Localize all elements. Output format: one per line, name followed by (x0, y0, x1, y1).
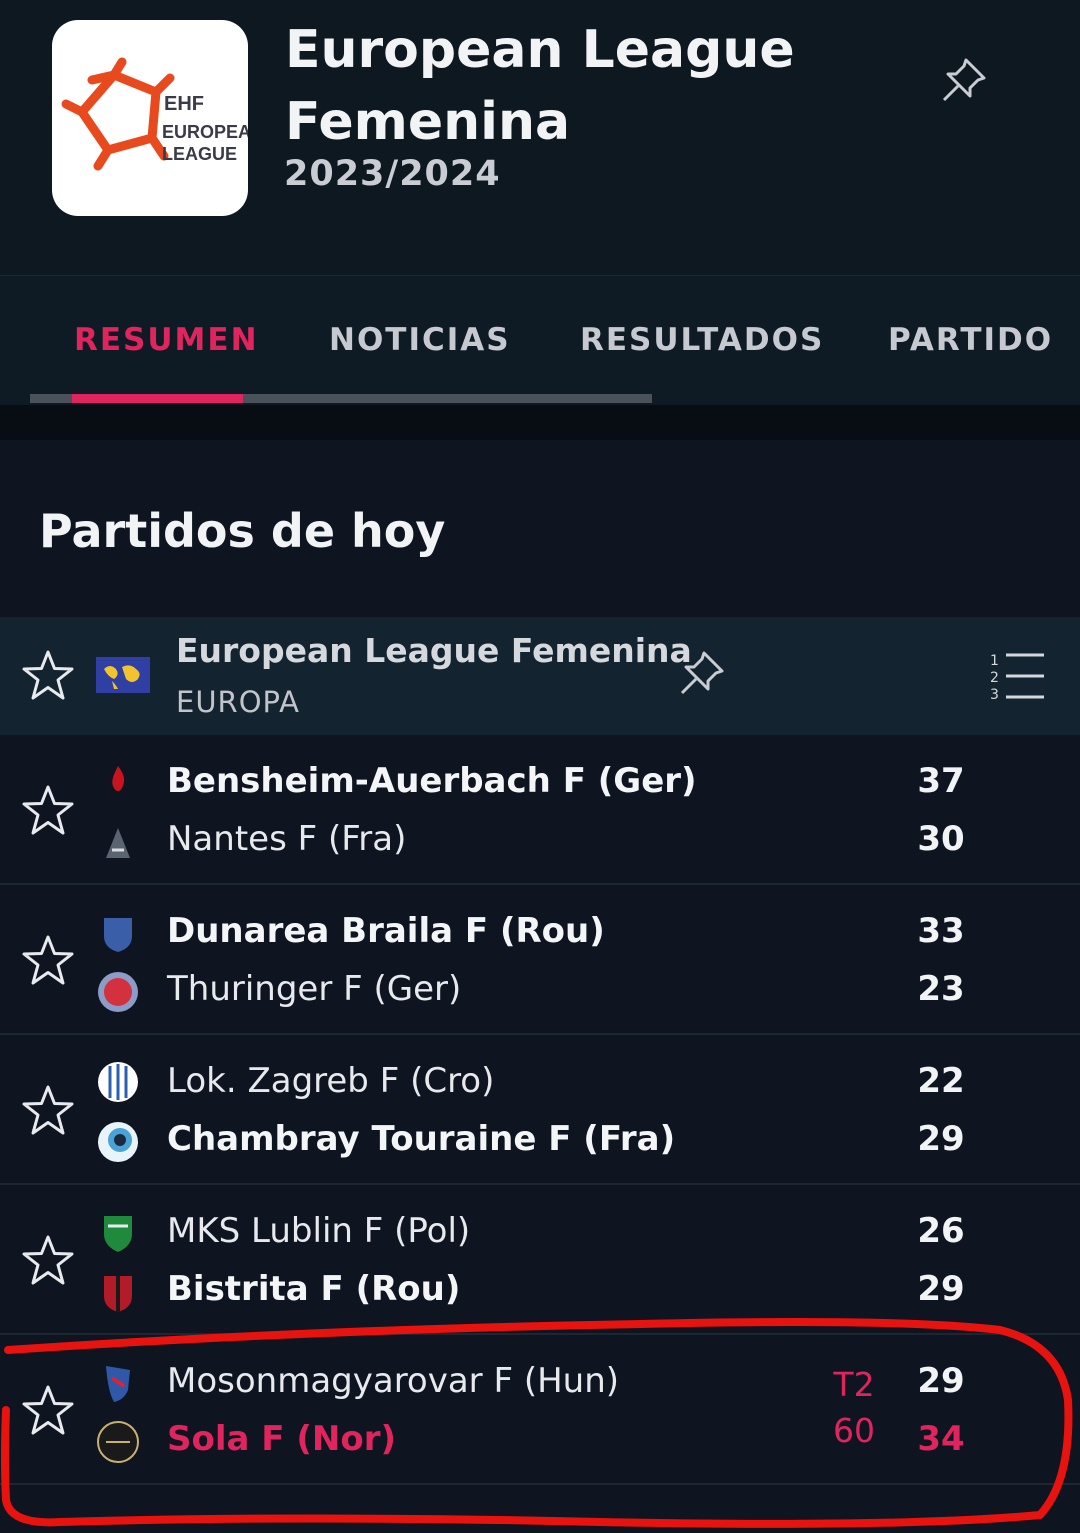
league-region: EUROPA (176, 685, 300, 719)
svg-text:LEAGUE: LEAGUE (162, 144, 237, 164)
svg-text:2: 2 (990, 670, 999, 686)
tab-resumen[interactable]: RESUMEN (74, 322, 259, 358)
home-score: 29 (917, 1361, 965, 1401)
away-team-name: Chambray Touraine F (Fra) (167, 1119, 676, 1159)
match-row-live[interactable]: Mosonmagyarovar F (Hun) T2 29 Sola F (No… (0, 1335, 1080, 1485)
away-team-name: Bistrita F (Rou) (167, 1269, 461, 1309)
match-row[interactable]: Dunarea Braila F (Rou) 33 Thuringer F (G… (0, 885, 1080, 1035)
divider (0, 405, 1080, 440)
svg-text:EUROPEAN: EUROPEAN (162, 122, 248, 142)
favorite-star-icon[interactable] (20, 1383, 76, 1439)
away-score: 29 (917, 1119, 965, 1159)
active-tab-indicator (72, 394, 243, 403)
favorite-star-icon[interactable] (20, 1233, 76, 1289)
svg-text:3: 3 (990, 687, 999, 703)
away-score: 29 (917, 1269, 965, 1309)
team-logo-icon (104, 1276, 132, 1312)
ehf-logo-icon: EHF EUROPEAN LEAGUE (61, 57, 248, 171)
competition-logo: EHF EUROPEAN LEAGUE (52, 20, 248, 216)
match-row[interactable]: MKS Lublin F (Pol) 26 Bistrita F (Rou) 2… (0, 1185, 1080, 1335)
home-team-name: MKS Lublin F (Pol) (167, 1211, 471, 1251)
away-score: 34 (917, 1419, 965, 1459)
team-logo-icon (106, 1366, 130, 1402)
away-score: 30 (917, 819, 965, 859)
team-logo-icon (98, 972, 138, 1012)
away-team-name: Thuringer F (Ger) (167, 969, 462, 1009)
team-logo-icon (98, 1062, 138, 1102)
tab-scrollbar[interactable] (30, 394, 652, 403)
favorite-star-icon[interactable] (20, 783, 76, 839)
match-period: T2 (833, 1365, 875, 1404)
favorite-star-icon[interactable] (20, 648, 76, 704)
away-team-name: Sola F (Nor) (167, 1419, 397, 1459)
tab-bar: RESUMEN NOTICIAS RESULTADOS PARTIDOS (0, 275, 1080, 405)
section-title: Partidos de hoy (39, 504, 446, 558)
away-score: 23 (917, 969, 965, 1009)
competition-header: EHF EUROPEAN LEAGUE European League Feme… (0, 0, 1080, 275)
away-team-name: Nantes F (Fra) (167, 819, 407, 859)
match-row[interactable]: Bensheim-Auerbach F (Ger) 37 Nantes F (F… (0, 735, 1080, 885)
home-score: 22 (917, 1061, 965, 1101)
home-team-name: Dunarea Braila F (Rou) (167, 911, 605, 951)
home-team-name: Mosonmagyarovar F (Hun) (167, 1361, 620, 1401)
tab-noticias[interactable]: NOTICIAS (329, 322, 511, 358)
match-minute: 60 (833, 1411, 875, 1450)
tab-resultados[interactable]: RESULTADOS (580, 322, 825, 358)
team-logo-icon (104, 918, 132, 952)
favorite-star-icon[interactable] (20, 1083, 76, 1139)
team-logo-icon (97, 1421, 139, 1463)
team-logo-icon (112, 766, 125, 791)
pin-icon[interactable] (938, 54, 990, 106)
pin-icon[interactable] (676, 647, 728, 699)
team-logo-icon (106, 828, 130, 858)
home-score: 37 (917, 761, 965, 801)
home-score: 26 (917, 1211, 965, 1251)
svg-text:EHF: EHF (164, 93, 204, 115)
standings-icon[interactable]: 1 2 3 (986, 649, 1048, 705)
league-header-row[interactable]: European League Femenina EUROPA 1 2 3 (0, 617, 1080, 735)
team-logo-icon (98, 1122, 138, 1162)
home-team-name: Bensheim-Auerbach F (Ger) (167, 761, 697, 801)
team-logo-icon (104, 1216, 132, 1252)
competition-title: European League Femenina (285, 20, 795, 152)
svg-text:1: 1 (990, 653, 999, 669)
tab-partidos[interactable]: PARTIDOS (888, 322, 1050, 358)
home-team-name: Lok. Zagreb F (Cro) (167, 1061, 495, 1101)
home-score: 33 (917, 911, 965, 951)
season-label: 2023/2024 (284, 154, 501, 194)
favorite-star-icon[interactable] (20, 933, 76, 989)
league-name: European League Femenina (176, 631, 692, 670)
europe-flag-icon (96, 657, 150, 693)
match-row[interactable]: Lok. Zagreb F (Cro) 22 Chambray Touraine… (0, 1035, 1080, 1185)
